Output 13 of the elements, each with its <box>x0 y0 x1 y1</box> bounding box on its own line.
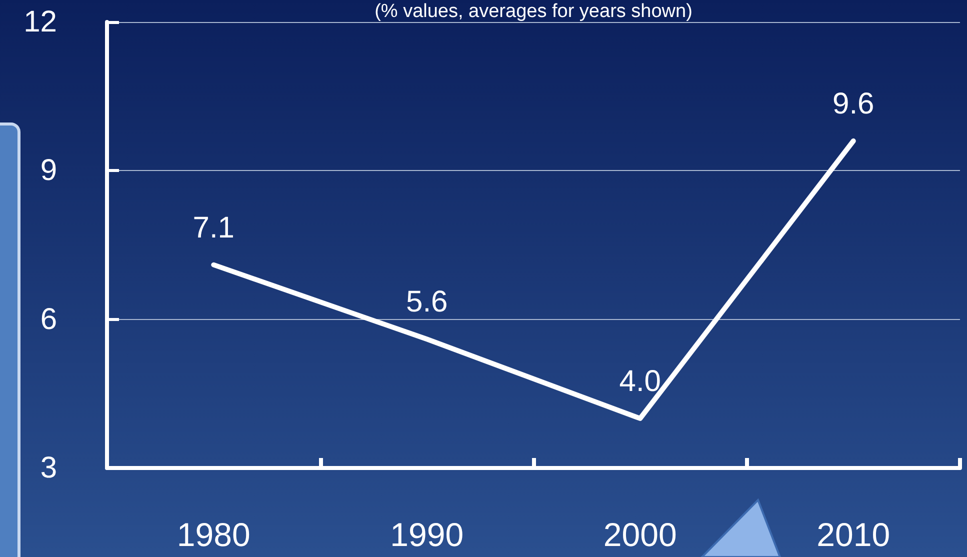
y-tick-label: 3 <box>40 452 57 484</box>
x-tick-label: 1980 <box>176 516 250 553</box>
y-tick-label: 12 <box>24 6 57 38</box>
data-label: 7.1 <box>192 211 234 244</box>
data-label: 5.6 <box>406 286 448 319</box>
y-tick-label: 6 <box>40 302 57 336</box>
data-label: 9.6 <box>832 87 874 120</box>
x-tick-label: 2000 <box>603 516 677 553</box>
chart-subtitle: (% values, averages for years shown) <box>374 1 694 23</box>
x-tick-label: 2010 <box>816 516 890 553</box>
data-label: 4.0 <box>619 364 661 398</box>
y-tick-label: 9 <box>40 154 57 188</box>
x-tick-label: 1990 <box>390 516 464 553</box>
